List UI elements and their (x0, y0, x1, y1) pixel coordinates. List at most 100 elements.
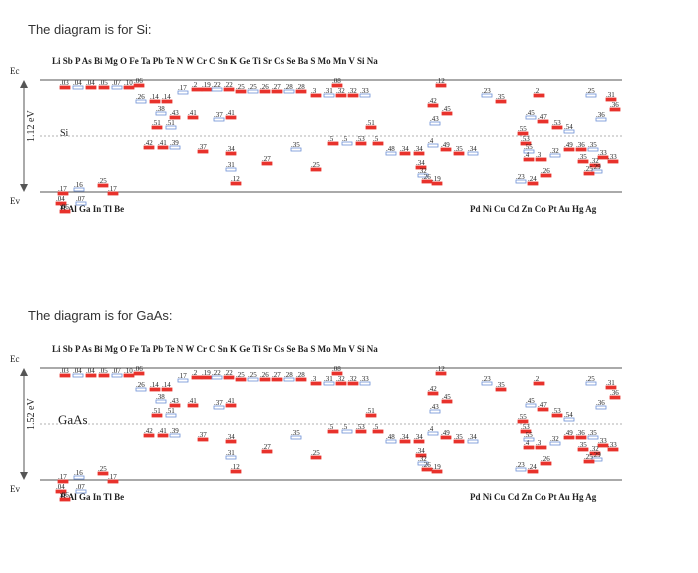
impurity-level-marker (385, 439, 397, 444)
impurity-level-marker (523, 437, 535, 442)
impurity-level-label: .53 (521, 135, 530, 143)
impurity-level-label: .36 (596, 111, 605, 119)
impurity-level-label: .49 (441, 141, 450, 149)
impurity-level-label: .37 (214, 399, 223, 407)
impurity-level-label: .34 (468, 145, 477, 153)
impurity-level-label: .16 (74, 469, 83, 477)
impurity-level-marker (73, 187, 85, 192)
impurity-level-marker (347, 93, 359, 98)
impurity-level-label: .49 (441, 429, 450, 437)
impurity-level-label: .25 (584, 165, 593, 173)
impurity-level-marker (427, 431, 439, 436)
impurity-level-marker (495, 387, 507, 392)
arrow-down-icon (20, 472, 28, 480)
arrow-up-icon (20, 368, 28, 376)
impurity-level-label: .3 (311, 375, 317, 383)
ev-label: Ev (10, 484, 20, 494)
impurity-level-marker (59, 85, 71, 90)
impurity-level-label: .16 (74, 181, 83, 189)
impurity-level-marker (177, 378, 189, 383)
impurity-level-label: .19 (202, 81, 211, 89)
impurity-level-label: .49 (564, 429, 573, 437)
impurity-level-marker (517, 131, 529, 136)
band-gap-label: 1.52 eV (26, 398, 37, 430)
impurity-level-label: .55 (518, 413, 527, 421)
impurity-level-marker (169, 115, 181, 120)
panel-1-caption: The diagram is for Si: (28, 22, 152, 37)
impurity-level-label: .31 (606, 91, 615, 99)
impurity-level-marker (589, 451, 601, 456)
impurity-level-label: .31 (324, 375, 333, 383)
impurity-level-marker (467, 151, 479, 156)
impurity-level-label: .32 (418, 455, 427, 463)
impurity-level-label: .26 (541, 455, 550, 463)
impurity-level-marker (413, 439, 425, 444)
impurity-level-marker (359, 93, 371, 98)
band-gap-label: 1.12 eV (26, 110, 37, 142)
impurity-level-marker (597, 155, 609, 160)
impurity-level-marker (515, 179, 527, 184)
impurity-level-marker (413, 151, 425, 156)
impurity-level-marker (441, 399, 453, 404)
impurity-level-label: .42 (428, 97, 437, 105)
impurity-level-label: .45 (526, 109, 535, 117)
impurity-level-marker (467, 439, 479, 444)
impurity-level-marker (197, 149, 209, 154)
impurity-level-marker (417, 461, 429, 466)
impurity-level-label: .05 (99, 79, 108, 87)
impurity-level-marker (225, 151, 237, 156)
impurity-level-label: .17 (178, 372, 187, 380)
impurity-level-marker (563, 417, 575, 422)
impurity-level-label: .49 (564, 141, 573, 149)
impurity-level-marker (415, 165, 427, 170)
impurity-level-label: .07 (112, 79, 121, 87)
impurity-level-marker (341, 141, 353, 146)
impurity-level-label: .06 (60, 203, 69, 211)
impurity-level-marker (72, 85, 84, 90)
impurity-level-marker (169, 145, 181, 150)
impurity-level-label: .41 (226, 109, 235, 117)
impurity-level-label: .34 (414, 433, 423, 441)
impurity-level-marker (310, 167, 322, 172)
impurity-level-label: .31 (324, 87, 333, 95)
impurity-level-label: .36 (576, 429, 585, 437)
impurity-level-marker (527, 181, 539, 186)
impurity-level-marker (187, 115, 199, 120)
impurity-level-label: .38 (156, 393, 165, 401)
impurity-level-label: .42 (144, 427, 153, 435)
impurity-level-label: .37 (214, 111, 223, 119)
impurity-level-label: .22 (212, 81, 221, 89)
impurity-level-marker (75, 201, 87, 206)
impurity-level-label: .25 (248, 371, 257, 379)
impurity-level-label: .34 (416, 159, 425, 167)
impurity-level-label: .10 (124, 79, 133, 87)
impurity-level-marker (399, 151, 411, 156)
impurity-level-marker (331, 83, 343, 88)
impurity-level-label: .33 (608, 441, 617, 449)
impurity-level-label: .53 (356, 135, 365, 143)
impurity-level-label: .07 (76, 483, 85, 491)
impurity-level-label: .34 (468, 433, 477, 441)
impurity-level-label: .42 (428, 385, 437, 393)
impurity-level-label: .07 (112, 367, 121, 375)
impurity-level-marker (523, 445, 535, 450)
impurity-level-marker (225, 115, 237, 120)
impurity-level-label: .4 (428, 137, 434, 145)
impurity-level-label: .35 (588, 429, 597, 437)
impurity-level-label: .43 (170, 397, 179, 405)
impurity-level-label: .37 (198, 431, 207, 439)
impurity-level-marker (563, 147, 575, 152)
impurity-level-marker (247, 377, 259, 382)
impurity-level-label: .43 (430, 403, 439, 411)
impurity-level-label: .03 (60, 79, 69, 87)
impurity-level-marker (520, 141, 532, 146)
impurity-level-label: .35 (454, 433, 463, 441)
impurity-level-marker (435, 83, 447, 88)
impurity-level-marker (605, 97, 617, 102)
impurity-level-marker (597, 443, 609, 448)
impurity-level-marker (417, 173, 429, 178)
ec-label: Ec (10, 354, 20, 364)
impurity-level-label: .26 (422, 173, 431, 181)
impurity-level-marker (431, 469, 443, 474)
impurity-level-marker (197, 437, 209, 442)
